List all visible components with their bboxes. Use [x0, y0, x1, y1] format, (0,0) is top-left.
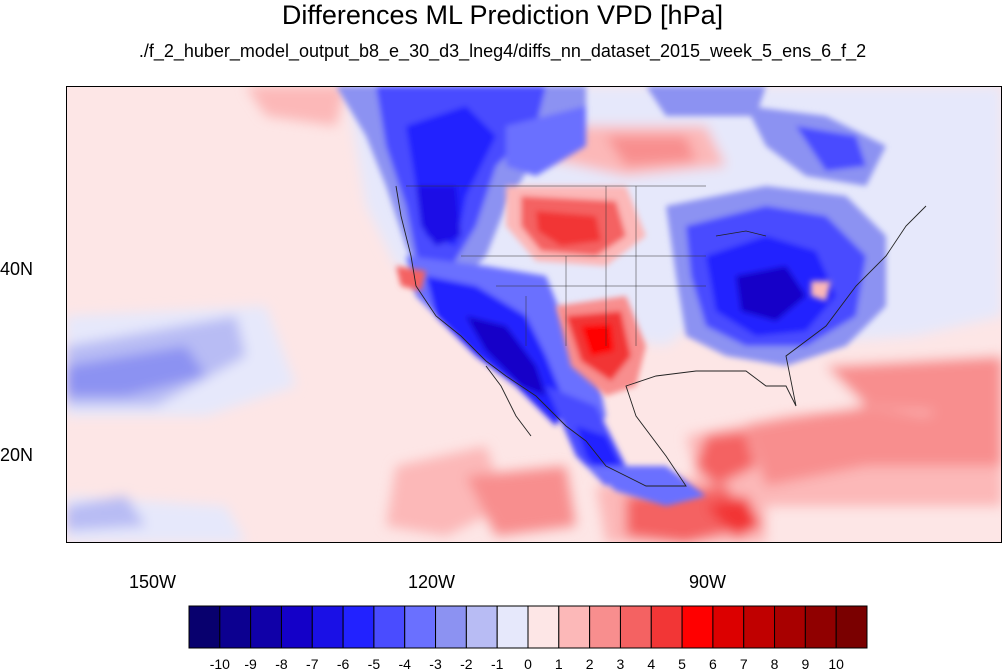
colorbar-swatch — [342, 605, 375, 649]
lon-label-120w: 120W — [408, 572, 456, 592]
colorbar-tick-label: 10 — [828, 656, 844, 672]
colorbar-swatch — [496, 605, 529, 649]
colorbar-tick-label: -8 — [275, 656, 288, 672]
lat-label-40n: 40N — [0, 259, 34, 279]
figure-title: Differences ML Prediction VPD [hPa] — [281, 0, 724, 30]
colorbar-swatch — [774, 605, 806, 649]
colorbar-tick-label: 7 — [739, 656, 748, 672]
colorbar-tick-label: 6 — [709, 656, 717, 672]
colorbar-swatch — [373, 605, 406, 649]
colorbar-tick-label: 2 — [585, 656, 594, 672]
colorbar-tick-label: -7 — [306, 656, 319, 672]
lon-label-90w: 90W — [689, 572, 727, 592]
colorbar-swatch — [681, 605, 714, 649]
colorbar-swatch — [712, 605, 745, 649]
colorbar-tick-label: -6 — [336, 656, 350, 672]
colorbar-swatch — [219, 605, 252, 649]
map-border — [66, 86, 1002, 543]
colorbar-swatch — [835, 605, 868, 649]
colorbar-tick-label: -1 — [490, 656, 504, 672]
colorbar-tick-label: -5 — [367, 656, 381, 672]
colorbar-tick-label: -9 — [244, 656, 257, 672]
colorbar-tick-label: 0 — [524, 656, 532, 672]
colorbar-tick-label: 1 — [554, 656, 563, 672]
colorbar-swatch — [404, 605, 437, 649]
colorbar-tick-label: -10 — [209, 656, 230, 672]
lat-label-20n: 20N — [0, 445, 34, 465]
colorbar-swatch — [619, 605, 652, 649]
colorbar-swatch — [650, 605, 683, 649]
colorbar-swatch — [465, 605, 498, 649]
map-canvas — [66, 86, 1002, 543]
colorbar — [188, 605, 868, 649]
colorbar-tick-label: -4 — [398, 656, 411, 672]
colorbar-tick-label: 5 — [678, 656, 686, 672]
colorbar-swatch — [250, 605, 282, 649]
colorbar-tick-label: 8 — [770, 656, 779, 672]
figure-subtitle: ./f_2_huber_model_output_b8_e_30_d3_lneg… — [138, 41, 867, 61]
colorbar-tick-label: 3 — [616, 656, 625, 672]
lon-label-150w: 150W — [129, 572, 177, 592]
colorbar-swatches — [188, 605, 868, 649]
colorbar-swatch — [280, 605, 313, 649]
colorbar-tick-label: 9 — [801, 656, 810, 672]
coastlines — [395, 185, 927, 487]
colorbar-tick-label: -3 — [429, 656, 442, 672]
colorbar-tick-label: 4 — [647, 656, 656, 672]
colorbar-swatch — [804, 605, 837, 649]
colorbar-tick-label: -2 — [460, 656, 473, 672]
map-panel — [66, 86, 1002, 543]
colorbar-swatch — [589, 605, 621, 649]
colorbar-swatch — [311, 605, 344, 649]
colorbar-swatch — [743, 605, 776, 649]
colorbar-swatch — [558, 605, 591, 649]
colorbar-swatch — [527, 605, 560, 649]
colorbar-swatch — [188, 605, 221, 649]
colorbar-swatch — [435, 605, 467, 649]
